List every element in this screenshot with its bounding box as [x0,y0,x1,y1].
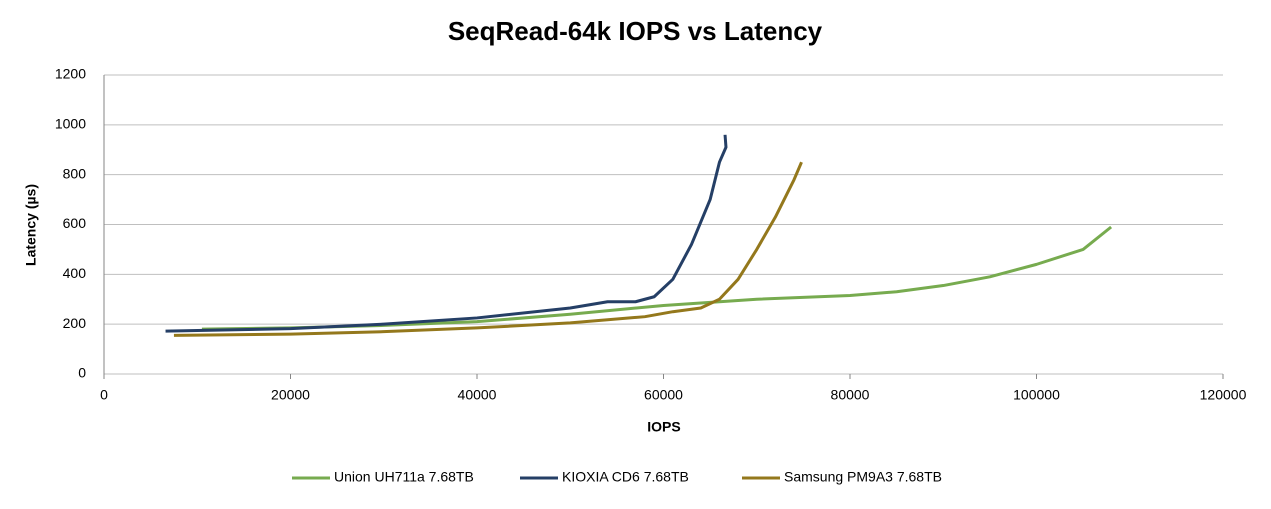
y-tick-label: 800 [63,165,87,181]
x-tick-label: 120000 [1200,387,1247,403]
chart-title: SeqRead-64k IOPS vs Latency [448,16,823,46]
y-tick-label: 600 [63,215,87,231]
x-tick-label: 60000 [644,387,683,403]
series-line [173,161,803,337]
legend-label: Samsung PM9A3 7.68TB [784,469,942,485]
y-axis-label: Latency (µs) [23,184,39,266]
y-tick-label: 400 [63,265,87,281]
y-tick-label: 1000 [55,116,86,132]
x-tick-label: 100000 [1013,387,1060,403]
x-tick-label: 80000 [831,387,870,403]
x-tick-label: 20000 [271,387,310,403]
legend-label: Union UH711a 7.68TB [334,469,474,485]
series-line [201,225,1113,331]
legend-label: KIOXIA CD6 7.68TB [562,469,689,485]
y-tick-label: 200 [63,315,87,331]
x-axis-label: IOPS [647,419,680,435]
series-line [165,134,728,333]
x-tick-label: 40000 [458,387,497,403]
x-tick-label: 0 [100,387,108,403]
y-tick-label: 1200 [55,66,86,82]
y-tick-label: 0 [78,365,86,381]
